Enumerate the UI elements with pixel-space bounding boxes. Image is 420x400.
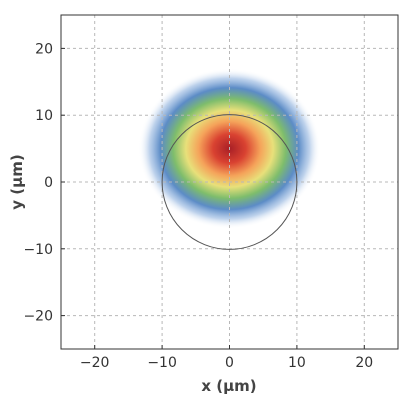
x-tick-label: −20 [80,355,110,371]
grid [61,15,398,349]
y-tick-label: −20 [23,309,53,325]
y-tick-label: 0 [44,175,53,191]
y-tick-label: 10 [35,108,53,124]
x-tick-label: 10 [288,355,306,371]
x-tick-label: −10 [147,355,177,371]
y-axis-label: y (µm) [8,154,26,209]
x-tick-label: 0 [225,355,234,371]
y-tick-label: 20 [35,41,53,57]
x-tick-label: 20 [355,355,373,371]
reference-circle [161,114,298,250]
x-axis: −20 −10 0 10 20 [80,345,373,371]
x-axis-label: x (µm) [201,377,256,395]
y-tick-label: −10 [23,242,53,258]
y-axis: −20 −10 0 10 20 [23,41,65,325]
